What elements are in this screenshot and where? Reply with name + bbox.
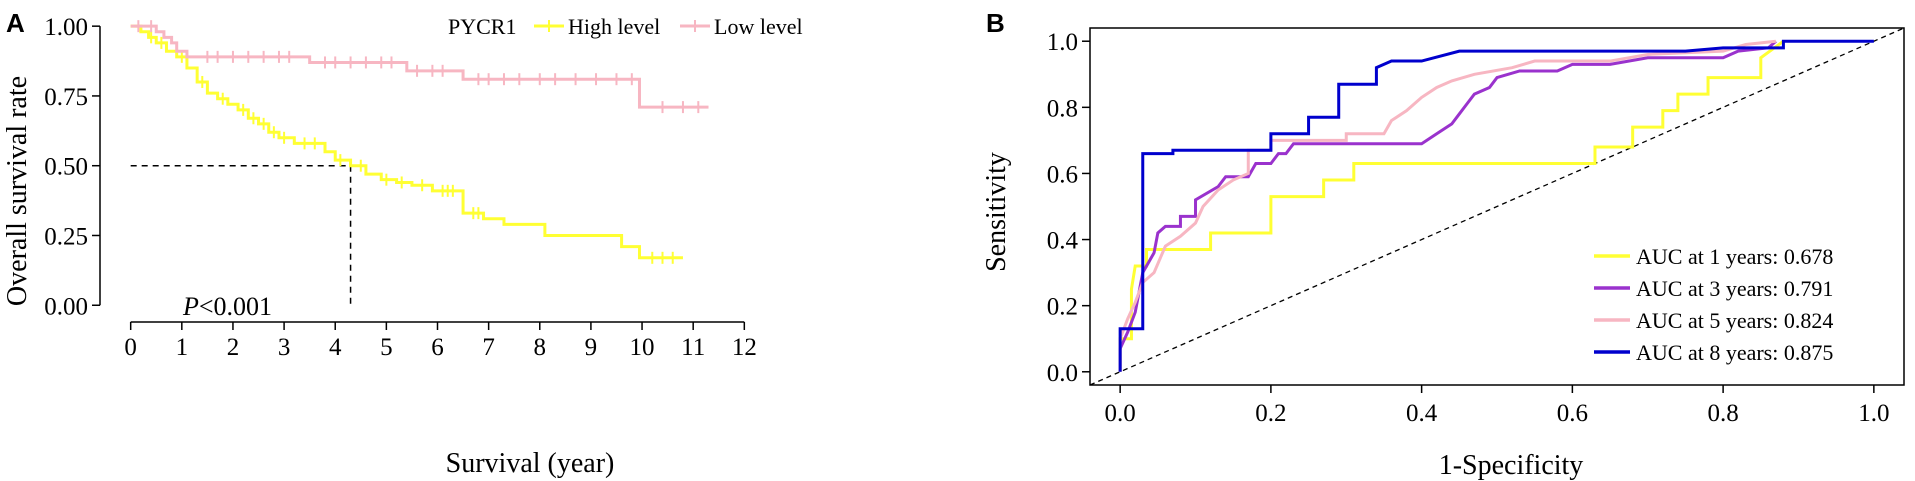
km-x-tick-label: 9 <box>585 334 598 361</box>
roc-x-tick-label: 0.8 <box>1707 400 1738 427</box>
km-x-tick-label: 5 <box>380 334 393 361</box>
km-y-tick-label: 0.75 <box>44 84 88 111</box>
km-x-ticks: 0 1 2 3 4 5 6 7 8 9 10 11 12 <box>124 322 757 361</box>
p-value-rest: <0.001 <box>199 292 272 321</box>
roc-curve-8y <box>1118 39 1874 372</box>
panel-letter-a: A <box>6 8 25 38</box>
km-legend-title: PYCR1 <box>448 14 516 39</box>
km-x-tick-label: 11 <box>681 334 705 361</box>
roc-x-tick-label: 0.4 <box>1406 400 1438 427</box>
km-legend-high-label: High level <box>568 14 660 39</box>
km-y-tick-label: 0.25 <box>44 223 88 250</box>
km-panel: A 0 1 2 3 4 5 6 7 8 9 10 11 12 0.000.250.500.751.00 … <box>2 8 803 479</box>
roc-legend: AUC at 1 years: 0.678 AUC at 3 years: 0.7… <box>1594 244 1833 365</box>
median-guide-lines <box>130 164 352 306</box>
km-y-tick-label: 0.50 <box>44 154 88 181</box>
km-x-tick-label: 8 <box>534 334 547 361</box>
km-x-tick-label: 2 <box>227 334 240 361</box>
roc-curves <box>1118 39 1874 372</box>
roc-y-axis-title: Sensitivity <box>981 152 1012 272</box>
km-x-tick-label: 10 <box>630 334 655 361</box>
roc-curve-3y <box>1118 40 1777 372</box>
km-x-tick-label: 12 <box>732 334 757 361</box>
roc-y-tick-label: 1.0 <box>1047 29 1078 56</box>
roc-y-tick-label: 0.4 <box>1047 228 1079 255</box>
roc-legend-label: AUC at 8 years: 0.875 <box>1636 340 1833 365</box>
km-curve-low <box>130 24 709 109</box>
km-curves <box>130 20 709 264</box>
km-x-tick-label: 6 <box>431 334 444 361</box>
roc-legend-label: AUC at 5 years: 0.824 <box>1636 308 1833 333</box>
roc-y-tick-label: 0.8 <box>1047 95 1078 122</box>
roc-x-axis-title: 1-Specificity <box>1439 450 1584 481</box>
km-y-axis-title: Overall survival rate <box>2 76 33 306</box>
km-curve-high <box>130 24 683 260</box>
km-x-tick-label: 3 <box>278 334 291 361</box>
roc-y-tick-label: 0.6 <box>1047 161 1078 188</box>
roc-x-ticks: 0.0 0.2 0.4 0.6 0.8 1.0 <box>1105 385 1889 427</box>
roc-y-tick-label: 0.0 <box>1047 360 1078 387</box>
roc-x-tick-label: 0.6 <box>1557 400 1588 427</box>
roc-x-tick-label: 1.0 <box>1858 400 1889 427</box>
p-value-annotation: P<0.001 <box>182 292 272 321</box>
km-x-tick-label: 4 <box>329 334 342 361</box>
roc-reference-diagonal <box>1089 27 1905 386</box>
km-x-tick-label: 1 <box>176 334 189 361</box>
roc-curve-5y <box>1118 39 1777 372</box>
km-legend: PYCR1 High level Low level <box>448 14 803 39</box>
roc-x-tick-label: 0.0 <box>1105 400 1136 427</box>
roc-legend-label: AUC at 1 years: 0.678 <box>1636 244 1833 269</box>
km-y-tick-label: 1.00 <box>44 14 88 41</box>
p-value-italic: P <box>182 292 199 321</box>
roc-y-ticks: 0.0 0.2 0.4 0.6 0.8 1.0 <box>1047 29 1090 387</box>
roc-plot-frame <box>1089 27 1905 386</box>
km-y-ticks: 0.00 0.25 0.50 0.75 1.00 <box>44 14 100 320</box>
roc-y-tick-label: 0.2 <box>1047 294 1078 321</box>
roc-x-tick-label: 0.2 <box>1255 400 1286 427</box>
panel-letter-b: B <box>986 8 1005 38</box>
roc-panel: B 0.0 0.2 0.4 0.6 0.8 1.0 0.00.20.40.60.81.0 … <box>981 8 1905 481</box>
km-legend-low-label: Low level <box>714 14 803 39</box>
km-x-tick-label: 0 <box>124 334 137 361</box>
roc-curve-1y <box>1118 40 1785 372</box>
km-x-tick-label: 7 <box>482 334 495 361</box>
km-y-tick-label: 0.00 <box>44 293 88 320</box>
roc-legend-label: AUC at 3 years: 0.791 <box>1636 276 1833 301</box>
km-x-axis-title: Survival (year) <box>446 448 615 479</box>
